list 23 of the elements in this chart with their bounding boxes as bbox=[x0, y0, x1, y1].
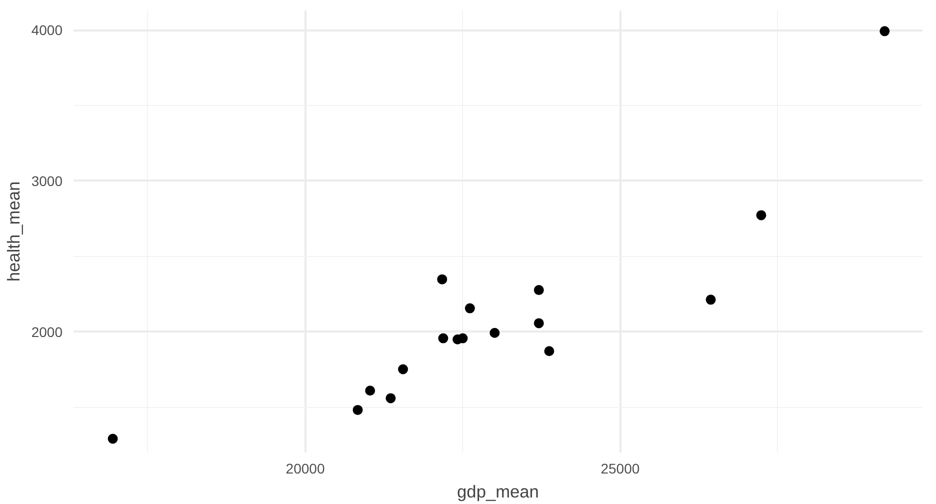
point bbox=[490, 328, 500, 338]
point bbox=[706, 294, 716, 305]
point bbox=[108, 434, 118, 444]
point bbox=[365, 386, 376, 396]
x-tick-label: 20000 bbox=[286, 460, 325, 476]
point bbox=[534, 285, 544, 296]
point bbox=[437, 274, 448, 284]
x-axis-title: gdp_mean bbox=[457, 482, 539, 502]
y-tick-label: 2000 bbox=[31, 324, 63, 340]
point bbox=[880, 26, 890, 36]
point bbox=[438, 333, 448, 344]
point bbox=[398, 364, 408, 374]
point bbox=[534, 318, 544, 328]
point bbox=[544, 346, 554, 356]
x-tick-label: 25000 bbox=[600, 460, 640, 476]
point bbox=[756, 210, 766, 220]
point bbox=[464, 303, 475, 314]
y-tick-label: 4000 bbox=[31, 22, 63, 38]
point bbox=[386, 393, 396, 404]
point bbox=[458, 333, 468, 344]
point bbox=[352, 404, 363, 415]
y-axis-title: health_mean bbox=[3, 181, 24, 282]
y-tick-label: 3000 bbox=[31, 172, 63, 189]
